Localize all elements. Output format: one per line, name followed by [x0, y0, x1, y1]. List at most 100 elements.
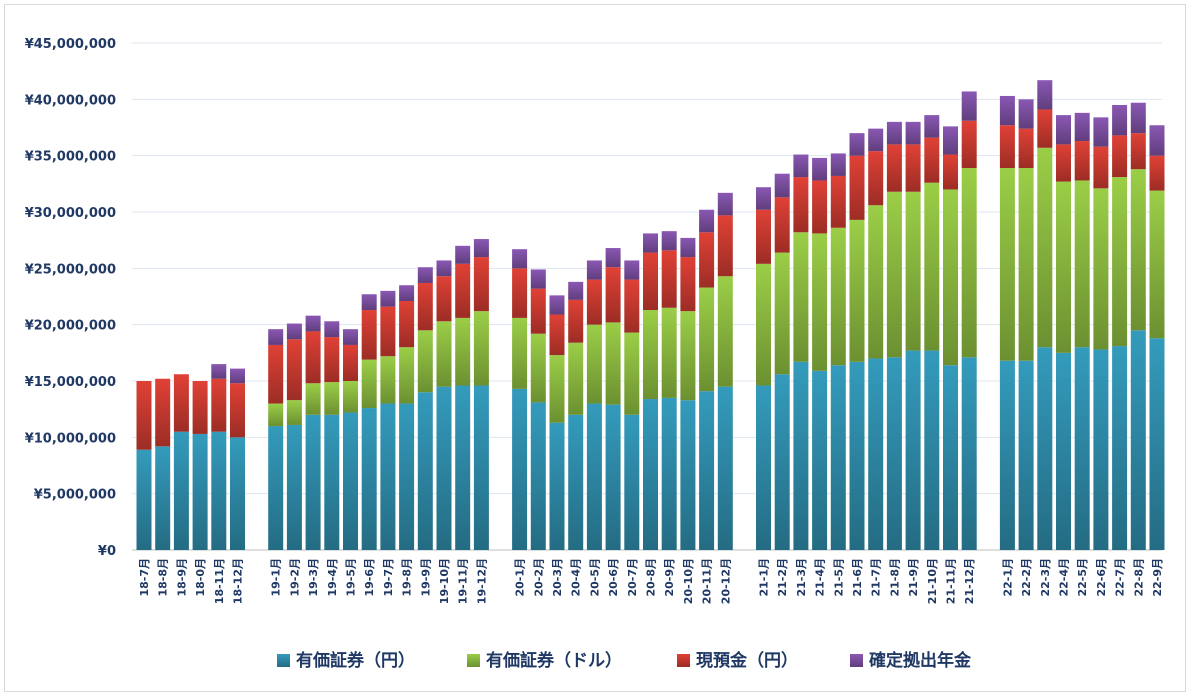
- bar-stack: [1074, 112, 1090, 550]
- bar-stack: [943, 126, 958, 550]
- x-tick-label: 19-3月: [307, 558, 320, 597]
- bar-segment: [568, 299, 584, 343]
- bar-segment: [605, 404, 621, 550]
- bar-stack: [417, 267, 433, 550]
- x-tick-label: 21-1月: [758, 558, 771, 597]
- bar-segment: [624, 332, 640, 415]
- bar-stack: [305, 315, 321, 550]
- bar-segment: [473, 257, 489, 312]
- bar-segment: [455, 245, 471, 264]
- bar-segment: [1149, 125, 1165, 156]
- bar-segment: [136, 381, 152, 450]
- bar-segment: [1037, 347, 1053, 550]
- bar-segment: [830, 227, 846, 366]
- bar-segment: [961, 168, 977, 358]
- x-tick-label: 22-2月: [1020, 558, 1033, 597]
- bar-segment: [361, 359, 377, 409]
- x-tick-label: 21-4月: [814, 558, 827, 597]
- bar-segment: [624, 279, 640, 333]
- bar-segment: [530, 333, 546, 403]
- bar-segment: [605, 322, 621, 405]
- bar-segment: [924, 137, 940, 183]
- x-tick-label: 21-3月: [795, 558, 808, 597]
- bar-segment: [868, 205, 884, 359]
- bar-segment: [756, 263, 771, 386]
- x-axis: 18-7月 18-8月 18-9月 18-0月 18-11月 18-12月 19-1月 19-…: [138, 558, 1164, 604]
- bar-segment: [624, 260, 640, 280]
- y-tick-label: ¥5,000,000: [34, 488, 116, 503]
- x-tick-label: 20-1月: [514, 558, 527, 597]
- y-tick-label: ¥15,000,000: [25, 375, 116, 390]
- bar-segment: [1074, 180, 1090, 348]
- bar-segment: [211, 378, 227, 432]
- bar-segment: [905, 350, 921, 550]
- bar-segment: [1093, 349, 1109, 550]
- bar-segment: [793, 177, 809, 233]
- bar-segment: [699, 209, 715, 233]
- x-tick-label: 20-10月: [682, 558, 695, 604]
- bar-segment: [756, 385, 771, 550]
- bar-segment: [999, 125, 1015, 169]
- bar-segment: [192, 433, 208, 550]
- bar-segment: [1093, 188, 1109, 350]
- bar-stack: [756, 187, 771, 550]
- bar-segment: [286, 424, 302, 550]
- bar-segment: [661, 397, 677, 550]
- bar-segment: [361, 310, 377, 360]
- bar-segment: [268, 329, 284, 345]
- bar-segment: [230, 383, 245, 438]
- bar-segment: [512, 317, 528, 389]
- bar-segment: [924, 350, 940, 550]
- y-axis: ¥0 ¥5,000,000 ¥10,000,000 ¥15,000,000 ¥20,00…: [25, 37, 116, 559]
- bar-segment: [1037, 147, 1053, 348]
- bar-segment: [324, 382, 340, 415]
- x-tick-label: 22-4月: [1058, 558, 1071, 597]
- x-tick-label: 19-6月: [363, 558, 376, 597]
- x-tick-label: 18-9月: [175, 558, 188, 597]
- bar-segment: [661, 307, 677, 398]
- x-tick-label: 20-6月: [607, 558, 620, 597]
- bar-segment: [568, 342, 584, 415]
- bar-segment: [380, 306, 396, 357]
- bar-segment: [1112, 177, 1128, 347]
- legend-label: 現預金（円）: [696, 650, 798, 671]
- x-tick-label: 19-4月: [326, 558, 339, 597]
- bar-segment: [1149, 338, 1165, 550]
- x-tick-label: 20-12月: [719, 558, 732, 604]
- bar-stack: [455, 245, 471, 550]
- bar-segment: [643, 233, 658, 253]
- bar-stack: [1130, 102, 1146, 550]
- bar-segment: [1018, 128, 1034, 169]
- bar-segment: [886, 191, 902, 358]
- x-tick-label: 21-7月: [870, 558, 883, 597]
- bar-segment: [1037, 109, 1053, 148]
- bar-stack: [343, 329, 358, 550]
- x-tick-label: 20-7月: [626, 558, 639, 597]
- bar-segment: [812, 370, 828, 550]
- x-tick-label: 19-8月: [401, 558, 414, 597]
- x-tick-label: 20-5月: [588, 558, 601, 597]
- bar-segment: [1112, 346, 1128, 550]
- bar-segment: [436, 386, 452, 550]
- bar-segment: [417, 392, 433, 550]
- bar-segment: [1056, 352, 1071, 550]
- legend-item: 有価証券（円）: [277, 650, 415, 671]
- legend-item: 有価証券（ドル）: [467, 650, 622, 671]
- x-tick-label: 21-10月: [926, 558, 939, 604]
- x-tick-label: 22-3月: [1039, 558, 1052, 597]
- x-tick-label: 19-12月: [475, 558, 488, 604]
- bar-segment: [549, 355, 565, 423]
- x-tick-label: 20-9月: [663, 558, 676, 597]
- bar-segment: [1018, 168, 1034, 361]
- bar-segment: [136, 449, 152, 550]
- legend-item: 現預金（円）: [677, 650, 798, 671]
- bar-segment: [512, 249, 528, 269]
- x-tick-label: 22-7月: [1114, 558, 1127, 597]
- x-tick-label: 18-11月: [213, 558, 226, 604]
- x-tick-label: 19-2月: [288, 558, 301, 597]
- bar-segment: [305, 414, 321, 550]
- bar-segment: [756, 187, 771, 210]
- bar-segment: [830, 175, 846, 228]
- bar-segment: [1149, 155, 1165, 191]
- bar-segment: [717, 192, 733, 216]
